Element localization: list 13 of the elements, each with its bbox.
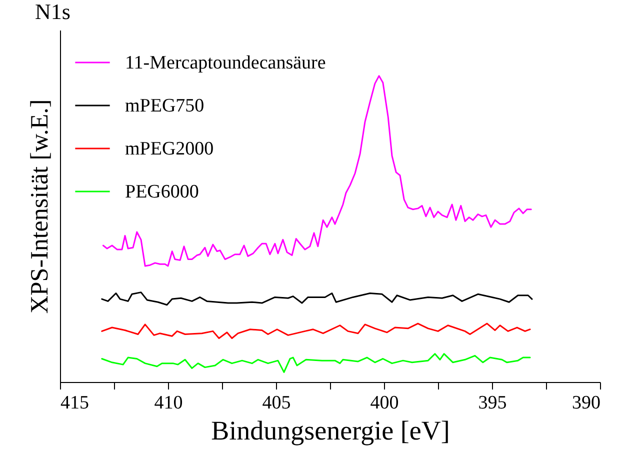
x-tick-label: 395 <box>478 392 507 414</box>
legend-label: PEG6000 <box>125 182 199 202</box>
x-axis-title: Bindungsenergie [eV] <box>211 416 450 446</box>
x-tick-label: 415 <box>60 392 89 414</box>
y-axis-title: XPS-Intensität [w.E.] <box>26 99 54 314</box>
legend-label: mPEG2000 <box>125 138 214 160</box>
legend-label: 11-Mercaptoundecansäure <box>125 52 326 74</box>
x-tick-label: 410 <box>154 392 183 414</box>
x-tick-label: 405 <box>262 392 291 414</box>
chart-title: N1s <box>35 0 70 24</box>
legend-label: mPEG750 <box>125 96 204 116</box>
x-tick-label: 400 <box>370 392 399 414</box>
x-tick-label: 390 <box>572 392 600 414</box>
